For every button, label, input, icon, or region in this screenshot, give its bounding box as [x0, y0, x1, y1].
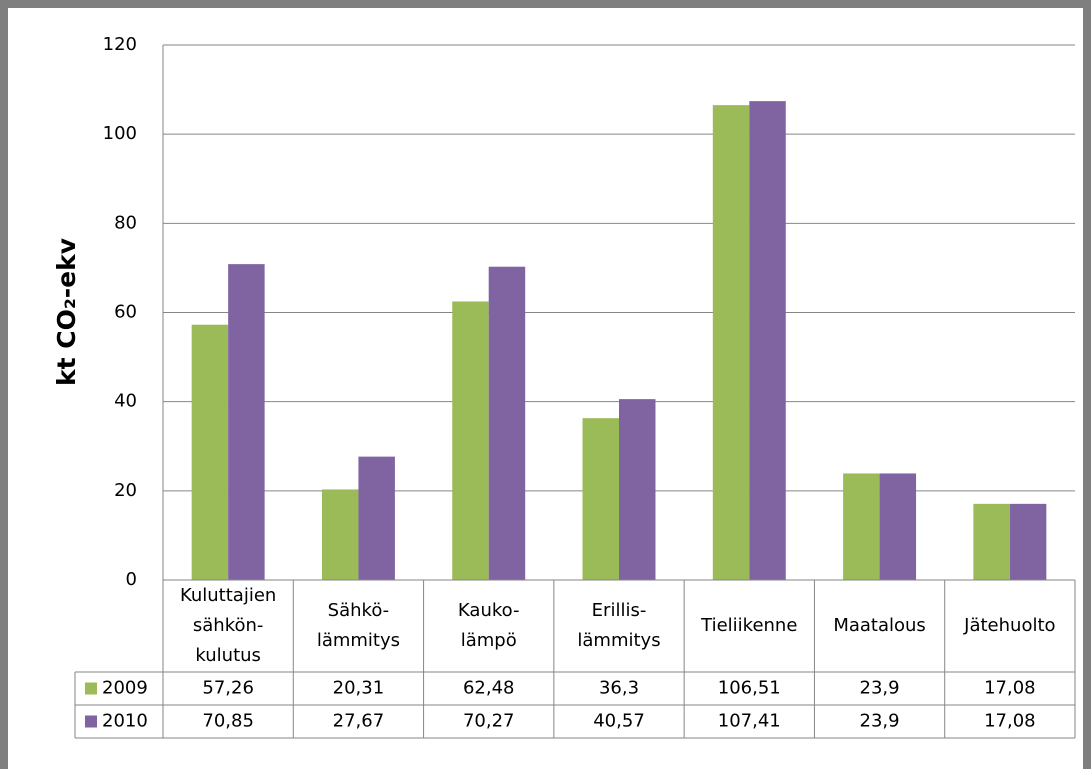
- x-tick-label: Maatalous: [833, 615, 925, 636]
- bar: [879, 473, 917, 580]
- x-tick-label: Jätehuolto: [963, 615, 1055, 636]
- bar: [191, 324, 229, 580]
- y-tick-label: 40: [114, 391, 137, 412]
- x-tick-label: Kuluttajien: [180, 585, 276, 606]
- bar: [749, 101, 786, 580]
- bar: [712, 105, 750, 580]
- bar: [452, 301, 489, 580]
- data-table-value: 17,08: [984, 711, 1036, 732]
- y-axis-label: kt CO₂-ekv: [52, 238, 81, 386]
- data-table-value: 106,51: [718, 678, 781, 699]
- legend-label: 2010: [102, 711, 148, 732]
- bar: [582, 418, 619, 580]
- y-tick-label: 0: [126, 569, 137, 590]
- data-table-value: 107,41: [718, 711, 781, 732]
- y-tick-label: 80: [114, 212, 137, 233]
- data-table-value: 57,26: [202, 678, 254, 699]
- y-tick-label: 60: [114, 302, 137, 323]
- x-tick-label: Kauko-: [458, 600, 520, 621]
- data-table-value: 17,08: [984, 678, 1036, 699]
- legend-key: [85, 682, 97, 695]
- y-tick-label: 120: [103, 34, 137, 55]
- data-table-value: 23,9: [860, 678, 900, 699]
- bar: [321, 489, 359, 580]
- x-tick-label: lämmitys: [317, 630, 400, 651]
- legend-key: [85, 715, 97, 728]
- bar: [1009, 503, 1047, 580]
- data-table-value: 40,57: [593, 711, 645, 732]
- x-tick-label: Tieliikenne: [700, 615, 797, 636]
- x-tick-label: Erillis-: [592, 600, 647, 621]
- x-tick-label: lämpö: [461, 630, 517, 651]
- data-table-value: 27,67: [333, 711, 385, 732]
- x-tick-label: kulutus: [195, 645, 261, 666]
- data-table-value: 23,9: [860, 711, 900, 732]
- data-table-value: 62,48: [463, 678, 515, 699]
- legend-label: 2009: [102, 678, 148, 699]
- bar: [619, 399, 656, 580]
- bar: [228, 264, 265, 580]
- bar: [973, 503, 1010, 580]
- data-table-value: 70,27: [463, 711, 515, 732]
- data-table-value: 70,85: [202, 711, 254, 732]
- bar: [358, 456, 395, 580]
- data-table-value: 36,3: [599, 678, 639, 699]
- x-tick-label: lämmitys: [577, 630, 660, 651]
- data-table-value: 20,31: [333, 678, 385, 699]
- x-tick-label: sähkön-: [193, 615, 264, 636]
- x-tick-label: Sähkö-: [328, 600, 390, 621]
- y-tick-label: 20: [114, 480, 137, 501]
- bar: [488, 266, 526, 580]
- bar: [843, 473, 880, 580]
- y-tick-label: 100: [103, 123, 137, 144]
